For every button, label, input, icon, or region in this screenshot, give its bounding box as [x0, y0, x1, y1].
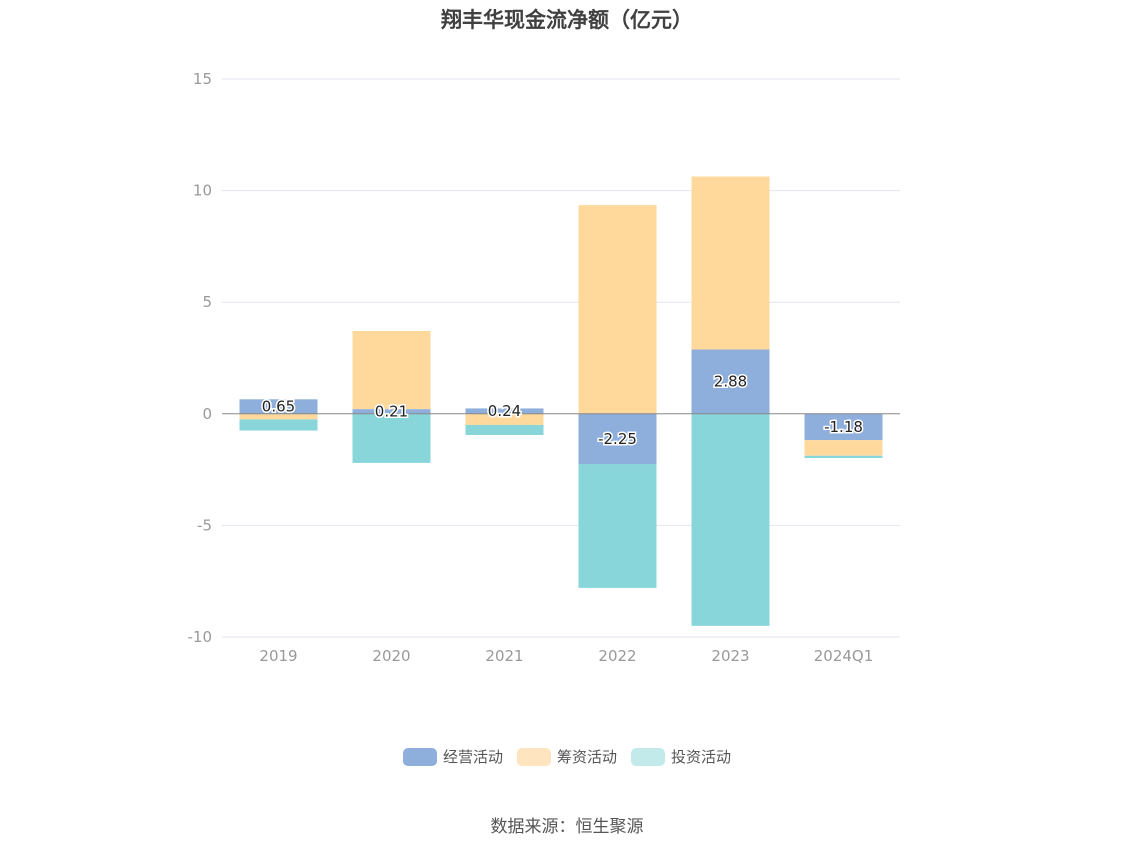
legend-swatch-operating — [402, 747, 437, 766]
bar-segment — [578, 205, 657, 414]
x-tick-label: 2024Q1 — [814, 647, 874, 665]
source-note: 数据来源：恒生聚源 — [490, 817, 644, 837]
bar-segment — [804, 413, 883, 441]
x-tick-label: 2023 — [711, 647, 749, 665]
chart-title: 翔丰华现金流净额（亿元） — [441, 8, 693, 32]
y-tick-label: 5 — [202, 293, 212, 311]
y-tick-label: 10 — [193, 182, 212, 200]
legend-item-operating[interactable]: 经营活动 — [402, 746, 503, 767]
x-tick-label: 2021 — [485, 647, 523, 665]
data-label: 0.24 — [488, 402, 521, 420]
bar-segment — [239, 413, 318, 420]
legend: 经营活动 筹资活动 投资活动 — [0, 746, 1134, 767]
y-tick-label: 0 — [202, 405, 212, 423]
legend-item-investing[interactable]: 投资活动 — [631, 746, 731, 767]
legend-label-investing: 投资活动 — [671, 748, 732, 766]
data-label: -1.18 — [824, 418, 863, 436]
bar-segment — [691, 413, 770, 626]
legend-swatch-financing — [516, 747, 551, 766]
bar-segment — [691, 349, 770, 414]
y-tick-label: 15 — [193, 70, 212, 88]
bar-segment — [239, 419, 318, 431]
bar-segment — [804, 455, 883, 458]
data-label: 2.88 — [714, 373, 747, 391]
bar-segment — [691, 176, 770, 350]
grid-layer: 15 10 5 0 -5 -10 2019 2020 2021 2022 2023 2024Q1 — [188, 70, 900, 665]
legend-swatch-investing — [631, 747, 665, 766]
data-label: 0.21 — [375, 402, 408, 420]
y-tick-label: -5 — [197, 516, 212, 534]
label-layer: 0.65 0.21 0.24 -2.25 2.88 -1.18 — [260, 371, 864, 449]
x-tick-label: 2022 — [598, 647, 636, 665]
legend-label-financing: 筹资活动 — [556, 748, 617, 766]
data-label: 0.65 — [262, 398, 295, 416]
bar-segment — [465, 424, 544, 436]
bar-segment — [465, 408, 544, 414]
bar-segment — [804, 440, 883, 456]
bar-segment — [465, 413, 544, 425]
x-tick-label: 2019 — [259, 647, 297, 665]
bar-segment — [352, 330, 431, 410]
bar-segment — [578, 464, 657, 588]
bar-segment — [578, 413, 657, 465]
legend-item-financing[interactable]: 筹资活动 — [516, 746, 617, 767]
bar-segment — [352, 413, 431, 463]
data-label: -2.25 — [598, 430, 637, 448]
bar-segment — [239, 399, 318, 414]
y-tick-label: -10 — [188, 628, 213, 646]
x-tick-label: 2020 — [372, 647, 410, 665]
bar-layer — [239, 176, 883, 626]
bar-segment — [352, 409, 431, 414]
legend-label-operating: 经营活动 — [442, 748, 503, 766]
